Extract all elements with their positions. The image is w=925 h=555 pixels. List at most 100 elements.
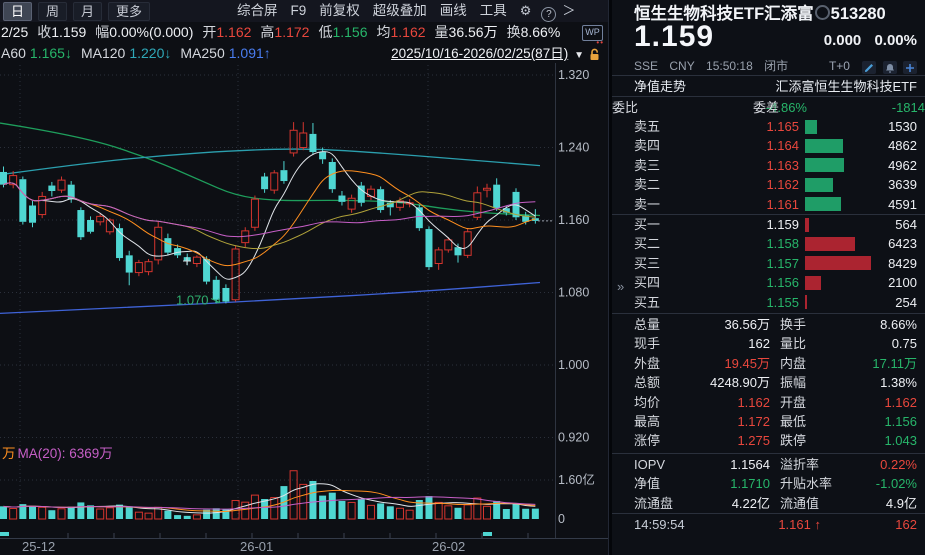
bid-row[interactable]: 买一 1.159 564 <box>634 215 917 234</box>
candle-body <box>531 218 539 221</box>
menu-item-超级叠加[interactable]: 超级叠加 <box>372 3 427 18</box>
volume-bar <box>493 500 501 519</box>
bid-row[interactable]: 买四 1.156 2100 <box>634 273 917 292</box>
stat-label: 总额 <box>634 375 661 391</box>
ask-depth-bar <box>805 158 844 173</box>
alert-bell-icon[interactable] <box>882 61 897 74</box>
stat-label: 溢折率 <box>780 457 820 472</box>
stat-label: 最高 <box>634 413 661 429</box>
volume-bar <box>212 508 220 519</box>
panel-divider[interactable] <box>608 0 613 555</box>
wp-badge-icon[interactable]: WP <box>582 25 603 41</box>
period-tab-周[interactable]: 周 <box>38 2 68 21</box>
menu-item-F9[interactable]: F9 <box>290 3 307 18</box>
ohlc-info-seg: 高 <box>260 24 275 40</box>
stat-value: 4.22亿 <box>731 495 770 511</box>
date-range-selector[interactable]: 2025/10/16-2026/02/25(87日) ▼ <box>391 43 584 63</box>
period-tab-日[interactable]: 日 <box>3 2 33 21</box>
volume-bar <box>134 511 143 520</box>
toolbar-menu: 综合屏 F9 前复权 超级叠加 画线 工具 ⚙? ＞ <box>237 0 585 22</box>
candle-body <box>483 187 491 191</box>
stats-row: 总额 4248.90万 振幅 1.38% <box>634 373 917 392</box>
volume-bar <box>289 470 298 520</box>
volume-bar <box>9 508 18 520</box>
stats-grid: 总量 36.56万 换手 8.66% 现手 162 量比 0.75 外盘 19.45万 内盘 17.1… <box>612 313 925 449</box>
gear-icon[interactable]: ⚙ <box>519 3 532 18</box>
candle-body <box>415 207 423 229</box>
unlock-icon[interactable] <box>589 46 601 66</box>
ask-queue: 卖五 1.165 1530 卖四 1.164 4862 卖三 1.163 4962 卖二 1.162… <box>612 117 925 214</box>
candle-body <box>134 262 143 274</box>
bid-row[interactable]: 买三 1.157 8429 <box>634 254 917 273</box>
stat-label: 最低 <box>780 413 807 429</box>
panel-collapse-handle[interactable]: » <box>617 279 625 294</box>
volume-bar <box>454 507 462 519</box>
ask-volume: 4591 <box>888 196 917 212</box>
add-icon[interactable] <box>903 61 917 74</box>
volume-bar <box>463 504 472 520</box>
ma-line-MA120 <box>0 148 541 176</box>
period-tab-更多[interactable]: 更多 <box>108 2 151 21</box>
volume-bar <box>116 504 124 519</box>
candle-body <box>0 171 7 185</box>
chevron-right-icon[interactable]: ＞ <box>562 3 576 18</box>
ask-depth-bar <box>805 119 817 134</box>
bid-row[interactable]: 买五 1.155 254 <box>634 293 917 312</box>
candle-body <box>125 255 133 273</box>
menu-item-综合屏[interactable]: 综合屏 <box>237 3 278 18</box>
ask-row[interactable]: 卖五 1.165 1530 <box>634 117 917 136</box>
period-tab-月[interactable]: 月 <box>73 2 103 21</box>
volume-bar <box>473 497 482 520</box>
edit-icon[interactable] <box>862 61 877 74</box>
bid-depth-bar <box>805 295 807 310</box>
menu-item-前复权[interactable]: 前复权 <box>319 3 360 18</box>
candle-body <box>154 226 163 261</box>
nav-tab-nav-trend[interactable]: 净值走势 <box>634 79 687 94</box>
stat-label: 流通值 <box>780 495 820 511</box>
fund-link[interactable]: 汇添富恒生生物科技ETF <box>775 79 917 94</box>
menu-item-画线[interactable]: 画线 <box>439 3 467 18</box>
volume-bar <box>270 497 279 520</box>
help-icon[interactable]: ? <box>541 7 557 22</box>
bid-volume: 564 <box>895 217 917 232</box>
quote-panel: » 恒生生物科技ETF汇添富 513280 1.159 0.000 0.00% S… <box>612 0 925 555</box>
y-axis-label: 1.000 <box>558 358 589 372</box>
ma-value-seg: 1.165↓ <box>29 45 72 61</box>
stat-label: 跌停 <box>780 433 807 449</box>
ask-row[interactable]: 卖四 1.164 4862 <box>634 136 917 155</box>
candle-body <box>9 175 18 186</box>
chevron-down-icon[interactable]: ▼ <box>574 50 584 61</box>
ask-row[interactable]: 卖二 1.162 3639 <box>634 175 917 194</box>
y-axis-label: 1.320 <box>558 68 589 82</box>
volume-bar <box>444 505 453 520</box>
bid-row[interactable]: 买二 1.158 6423 <box>634 234 917 253</box>
bid-label: 买四 <box>634 275 661 291</box>
annotation-arrow-icon <box>210 298 221 304</box>
ohlc-info-seg: 1.162 <box>390 24 426 40</box>
candle-body <box>395 200 404 208</box>
volume-bar <box>48 510 56 519</box>
period-toolbar: 日周月更多 综合屏 F9 前复权 超级叠加 画线 工具 ⚙? ＞ <box>0 0 608 22</box>
volume-bar <box>366 504 375 520</box>
ma-value-seg: MA250 <box>180 45 225 61</box>
instrument-code: 513280 <box>830 5 886 23</box>
candle-body <box>319 152 327 160</box>
kline-chart[interactable]: 1.320 1.240 1.160 1.080 1.000 0.920 1.60亿 0 25-1… <box>0 0 608 555</box>
menu-item-工具[interactable]: 工具 <box>479 3 507 18</box>
ohlc-info-seg: 1.172 <box>274 24 310 40</box>
volume-bar <box>338 500 346 519</box>
candle-body <box>222 287 230 302</box>
volume-bar <box>77 502 85 519</box>
ask-row[interactable]: 卖一 1.161 4591 <box>634 195 917 214</box>
volume-bar <box>241 501 250 520</box>
stat-label: 外盘 <box>634 355 661 371</box>
candle-body <box>473 192 482 218</box>
ask-row[interactable]: 卖三 1.163 4962 <box>634 156 917 175</box>
volume-bar <box>261 499 269 519</box>
candle-body <box>203 258 211 282</box>
date-range-text[interactable]: 2025/10/16-2026/02/25(87日) <box>391 46 569 61</box>
ohlc-info-seg: 1.162 <box>216 24 252 40</box>
quick-actions: T+0 <box>829 58 917 75</box>
stat-value: 4248.90万 <box>710 375 770 391</box>
last-trade-row: 14:59:54 1.161 ↑ 162 <box>612 513 925 535</box>
